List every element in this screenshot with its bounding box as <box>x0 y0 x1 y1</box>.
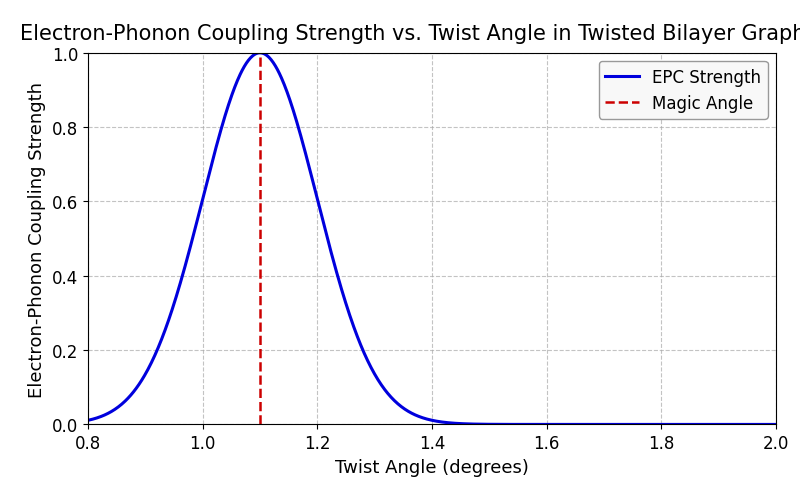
EPC Strength <box>620 422 630 427</box>
EPC Strength <box>362 356 372 362</box>
Title: Electron-Phonon Coupling Strength vs. Twist Angle in Twisted Bilayer Graphene: Electron-Phonon Coupling Strength vs. Tw… <box>20 24 800 44</box>
Legend: EPC Strength, Magic Angle: EPC Strength, Magic Angle <box>598 62 768 120</box>
EPC Strength <box>255 51 265 57</box>
EPC Strength <box>83 418 93 424</box>
EPC Strength <box>771 422 781 427</box>
Line: EPC Strength: EPC Strength <box>88 54 776 425</box>
X-axis label: Twist Angle (degrees): Twist Angle (degrees) <box>335 458 529 476</box>
EPC Strength <box>633 422 642 427</box>
EPC Strength <box>387 395 397 401</box>
EPC Strength <box>556 422 566 427</box>
EPC Strength <box>154 345 163 351</box>
Y-axis label: Electron-Phonon Coupling Strength: Electron-Phonon Coupling Strength <box>28 81 46 397</box>
